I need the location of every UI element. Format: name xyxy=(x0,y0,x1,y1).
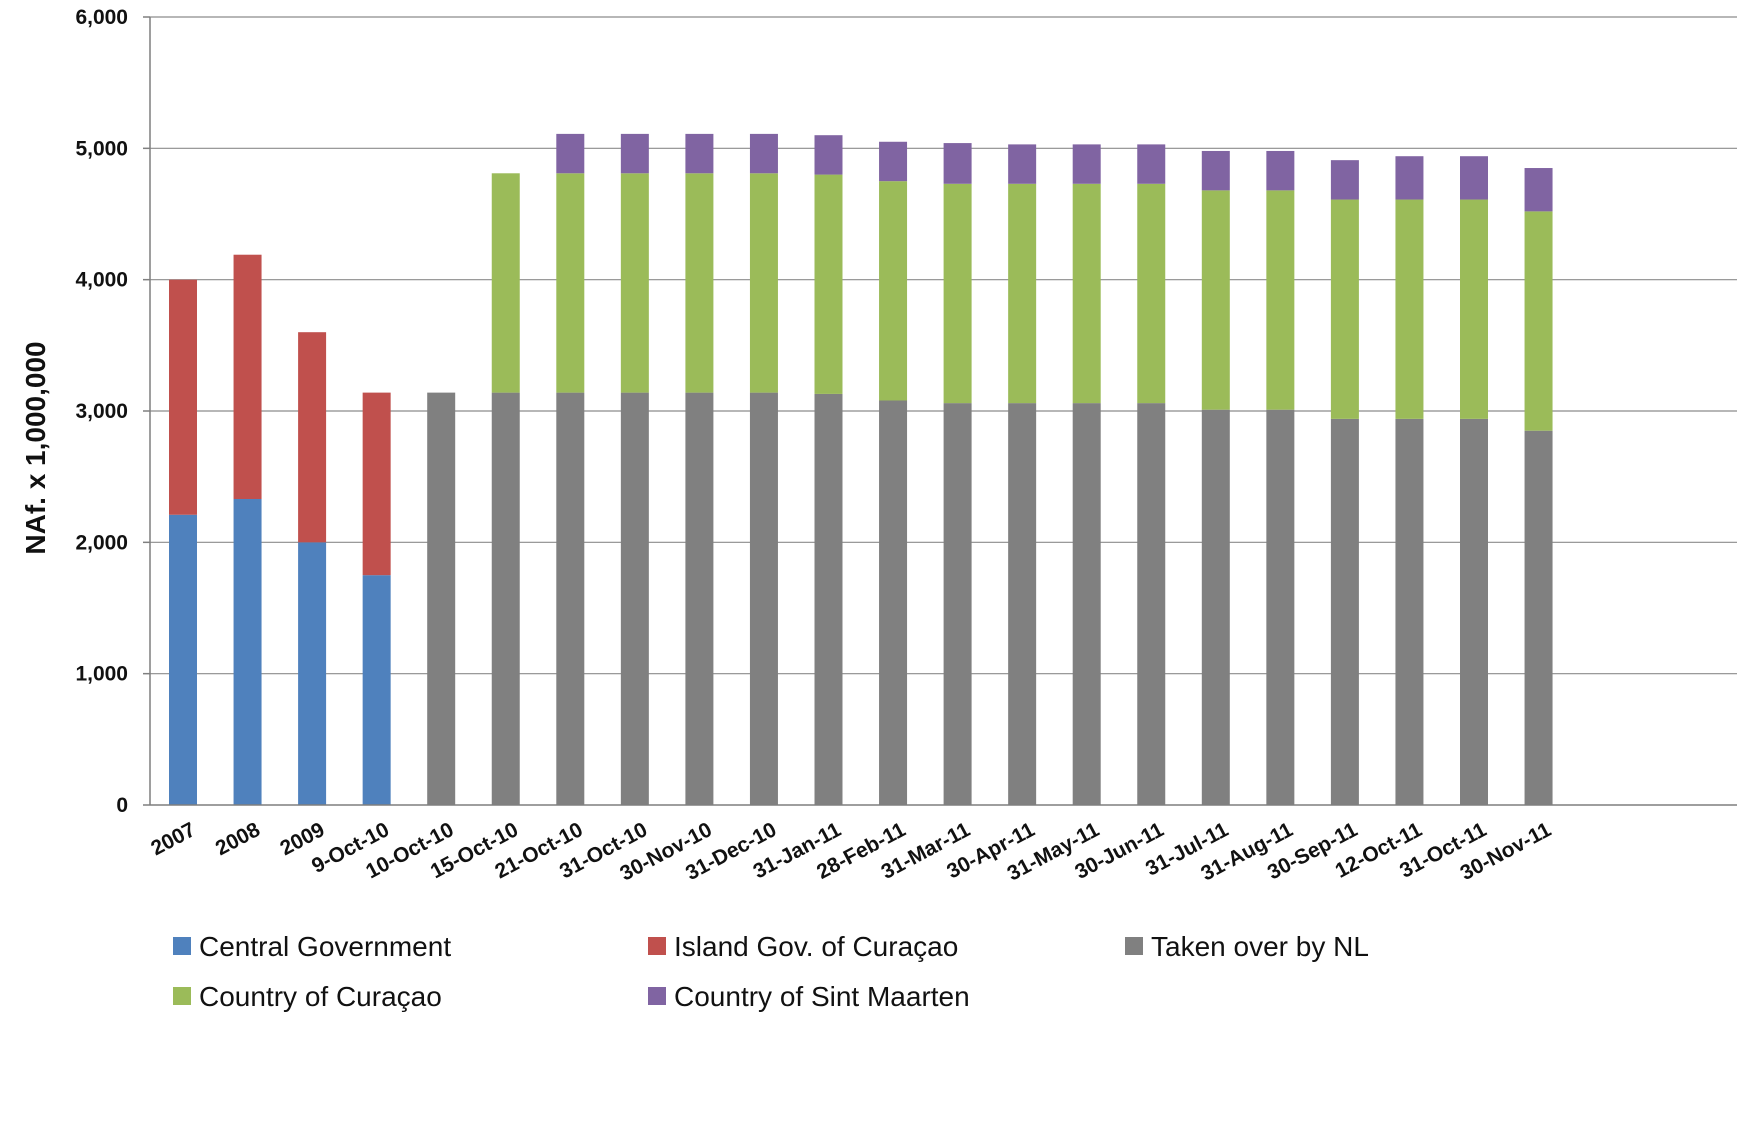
y-tick-labels: 0 1,000 2,000 3,000 4,000 5,000 6,000 xyxy=(75,6,128,817)
legend: Central Government Island Gov. of Curaçao… xyxy=(173,931,1369,1012)
y-tick-label: 2,000 xyxy=(75,531,128,554)
bar-segment xyxy=(1072,183,1101,404)
bar-segment xyxy=(1137,144,1166,184)
bar-segment xyxy=(879,181,908,401)
bar-segment xyxy=(1330,418,1359,805)
bar-segment xyxy=(233,254,262,499)
x-tick-label: 2007 xyxy=(147,818,199,860)
bar-segment xyxy=(1266,150,1295,191)
bar-segment xyxy=(1460,199,1488,419)
bar-segment xyxy=(1524,211,1553,431)
bar-segment xyxy=(943,143,972,184)
bar-segment xyxy=(749,173,778,393)
legend-label: Country of Sint Maarten xyxy=(674,981,970,1012)
bar-segment xyxy=(1460,156,1488,200)
bar-segment xyxy=(1201,409,1230,805)
bar-segment xyxy=(427,392,456,805)
bar-segment xyxy=(814,135,843,175)
legend-label: Central Government xyxy=(199,931,451,962)
bar-segment xyxy=(556,392,585,805)
bar-segment xyxy=(1524,168,1553,212)
legend-label: Taken over by NL xyxy=(1151,931,1369,962)
bar-segment xyxy=(1201,150,1230,191)
y-tick-label: 1,000 xyxy=(75,663,128,686)
bar-segment xyxy=(620,173,649,393)
bar-segment xyxy=(169,514,197,805)
bar-segment xyxy=(1266,190,1295,410)
bar-segment xyxy=(1008,183,1037,404)
bar-segment xyxy=(879,400,908,805)
bar-segment xyxy=(233,498,262,805)
y-tick-label: 3,000 xyxy=(75,400,128,423)
legend-swatch xyxy=(173,937,191,955)
y-tick-label: 0 xyxy=(116,794,128,817)
legend-swatch xyxy=(1125,937,1143,955)
bar-segment xyxy=(1330,160,1359,200)
bar-segment xyxy=(1395,156,1424,200)
bars xyxy=(169,133,1553,805)
bar-segment xyxy=(685,173,714,393)
bar-segment xyxy=(879,141,908,182)
bar-segment xyxy=(1524,430,1553,805)
bar-segment xyxy=(943,183,972,404)
bar-segment xyxy=(556,133,585,174)
y-axis-label: NAf. x 1,000,000 xyxy=(20,341,51,554)
bar-segment xyxy=(685,392,714,805)
legend-swatch xyxy=(648,987,666,1005)
bar-segment xyxy=(1395,199,1424,419)
bar-segment xyxy=(814,174,843,394)
legend-swatch xyxy=(173,987,191,1005)
y-tick-label: 6,000 xyxy=(75,6,128,29)
bar-segment xyxy=(1072,403,1101,805)
bar-segment xyxy=(1395,418,1424,805)
bar-segment xyxy=(814,393,843,805)
x-tick-labels: 2007 2008 20099-Oct-1010-Oct-1015-Oct-1021… xyxy=(147,818,1555,886)
bar-segment xyxy=(1460,418,1488,805)
bar-segment xyxy=(491,173,520,393)
legend-swatch xyxy=(648,937,666,955)
bar-segment xyxy=(1008,144,1037,184)
bar-segment xyxy=(298,542,327,805)
legend-label: Island Gov. of Curaçao xyxy=(674,931,958,962)
bar-segment xyxy=(1008,403,1037,805)
bar-segment xyxy=(1137,183,1166,404)
axes xyxy=(143,16,1737,806)
bar-segment xyxy=(1201,190,1230,410)
y-tick-label: 4,000 xyxy=(75,269,128,292)
bar-segment xyxy=(749,133,778,174)
bar-segment xyxy=(362,575,391,805)
bar-segment xyxy=(556,173,585,393)
bar-segment xyxy=(169,279,197,515)
bar-segment xyxy=(1137,403,1166,805)
bar-segment xyxy=(362,392,391,576)
x-tick-label: 2008 xyxy=(212,818,264,860)
bar-segment xyxy=(620,133,649,174)
bar-segment xyxy=(943,403,972,805)
y-tick-label: 5,000 xyxy=(75,137,128,160)
bar-segment xyxy=(1072,144,1101,184)
bar-segment xyxy=(620,392,649,805)
bar-segment xyxy=(749,392,778,805)
bar-segment xyxy=(298,332,327,543)
bar-segment xyxy=(491,392,520,805)
bar-segment xyxy=(1266,409,1295,805)
legend-label: Country of Curaçao xyxy=(199,981,442,1012)
bar-segment xyxy=(1330,199,1359,419)
bar-segment xyxy=(685,133,714,174)
